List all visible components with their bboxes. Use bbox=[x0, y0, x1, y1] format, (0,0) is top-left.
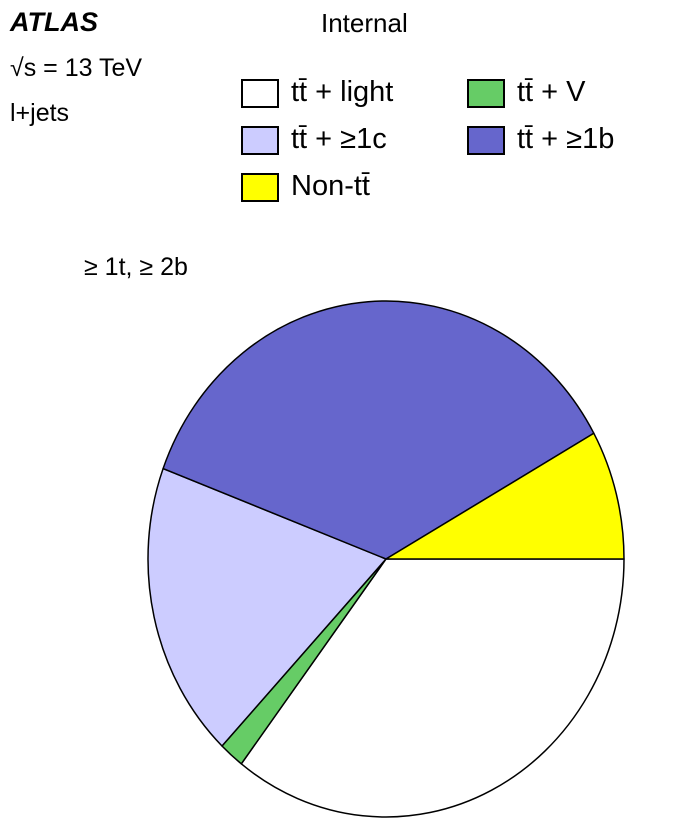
legend-swatch-tt-light bbox=[241, 79, 279, 108]
experiment-label: ATLAS bbox=[10, 7, 98, 37]
legend-label-tt-1c: tt̄ + ≥1c bbox=[291, 123, 387, 155]
region-label: ≥ 1t, ≥ 2b bbox=[84, 253, 188, 281]
legend-label-non-tt: Non-tt̄ bbox=[291, 170, 370, 202]
pie-slice-non-tt bbox=[385, 432, 625, 560]
legend-swatch-tt-1c bbox=[241, 126, 279, 155]
pie-slice-tt-light bbox=[240, 558, 625, 818]
legend-swatch-tt-v bbox=[467, 79, 505, 108]
channel-label: l+jets bbox=[10, 99, 70, 127]
legend-swatch-non-tt bbox=[241, 173, 279, 202]
pie-slice-tt-1b bbox=[162, 300, 595, 560]
legend-label-tt-light: tt̄ + light bbox=[291, 76, 394, 108]
pie-slice-tt-1c bbox=[147, 467, 387, 747]
energy-label: √s = 13 TeV bbox=[10, 54, 143, 82]
legend-swatch-tt-1b bbox=[467, 126, 505, 155]
status-label: Internal bbox=[321, 8, 408, 38]
legend-label-tt-v: tt̄ + V bbox=[517, 76, 586, 108]
legend-label-tt-1b: tt̄ + ≥1b bbox=[517, 123, 615, 155]
